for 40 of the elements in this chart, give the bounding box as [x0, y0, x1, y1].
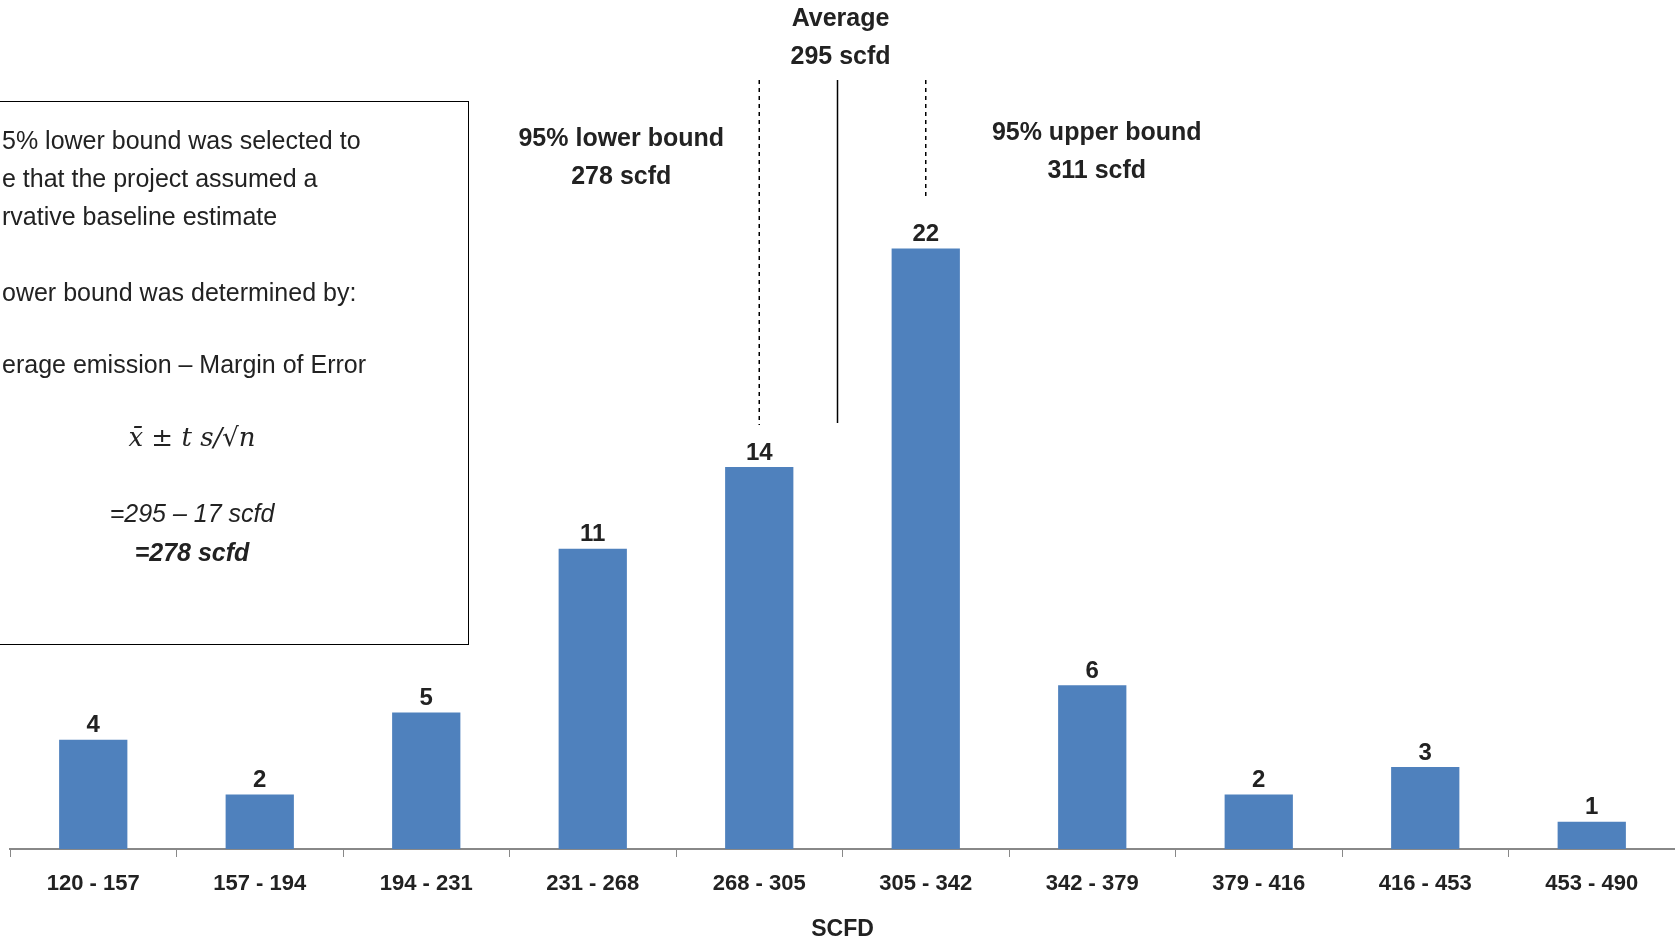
annotation: ower bound was determined by:: [1, 277, 357, 308]
text: 5% lower bound was selected to e that the project assumed a rvative baseline estimate: [1, 125, 361, 232]
bar: [59, 739, 128, 849]
bar: [558, 548, 627, 849]
data-label: 2: [253, 765, 267, 793]
x-tick-label: 231 - 268: [546, 870, 640, 896]
x-tick-label: 416 - 453: [1378, 870, 1472, 896]
annotation: x̄ ± t s/√n: [127, 421, 257, 454]
x-tick-label: 157 - 194: [213, 870, 307, 896]
annotation: erage emission – Margin of Error: [1, 349, 367, 380]
text: Average 295 scfd: [790, 2, 891, 69]
x-tick-label: 379 - 416: [1212, 870, 1306, 896]
x-tick-label: 342 - 379: [1045, 870, 1139, 896]
data-label: 4: [86, 710, 101, 738]
data-label: 2: [1252, 765, 1266, 793]
x-axis-title: SCFD: [811, 914, 874, 941]
text: 95% lower bound 278 scfd: [518, 122, 725, 189]
data-label: 1: [1585, 792, 1599, 820]
bar: [725, 466, 794, 849]
annotation: =278 scfd: [133, 537, 251, 568]
bar: [1391, 767, 1460, 849]
data-label: 5: [419, 683, 433, 711]
x-tick-label: 120 - 157: [46, 870, 140, 896]
bar: [1224, 794, 1293, 849]
x-tick-label: 268 - 305: [712, 870, 806, 896]
bar: [392, 712, 461, 849]
data-label: 3: [1418, 737, 1432, 765]
annotation: =295 – 17 scfd: [108, 498, 276, 529]
x-tick-label: 194 - 231: [379, 870, 473, 896]
text: 95% upper bound 311 scfd: [991, 116, 1202, 183]
data-label: 6: [1085, 655, 1099, 683]
bar: [891, 248, 960, 849]
data-label: 11: [580, 519, 606, 547]
x-tick-label: 305 - 342: [879, 870, 973, 896]
bar: [225, 794, 294, 849]
bar: [1557, 821, 1626, 849]
x-tick-label: 453 - 490: [1545, 870, 1639, 896]
data-label: 14: [745, 437, 774, 465]
bar: [1058, 685, 1127, 849]
data-label: 22: [912, 219, 940, 247]
